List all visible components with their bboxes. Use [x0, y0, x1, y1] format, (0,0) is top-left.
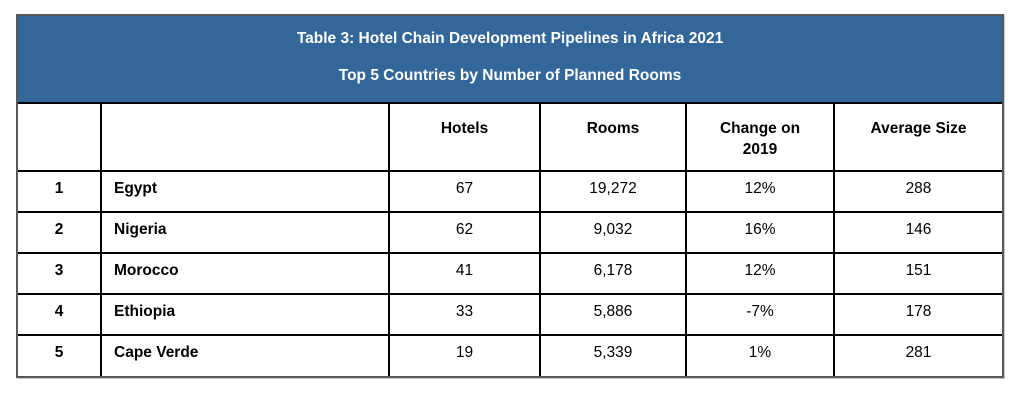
data-table: Hotels Rooms Change on 2019 Average Size… — [18, 104, 1002, 376]
table-title: Table 3: Hotel Chain Development Pipelin… — [296, 30, 724, 47]
header-country — [100, 104, 390, 172]
hotels-cell: 62 — [388, 211, 541, 254]
rank-cell: 4 — [18, 293, 102, 336]
table-frame: Table 3: Hotel Chain Development Pipelin… — [16, 14, 1004, 378]
average-size-cell: 151 — [833, 252, 1002, 295]
average-size-cell: 178 — [833, 293, 1002, 336]
rooms-cell: 19,272 — [539, 170, 687, 213]
rank-cell: 3 — [18, 252, 102, 295]
header-row: Hotels Rooms Change on 2019 Average Size — [18, 104, 1002, 172]
change-cell: 16% — [685, 211, 835, 254]
average-size-cell: 288 — [833, 170, 1002, 213]
average-size-cell: 146 — [833, 211, 1002, 254]
rank-cell: 5 — [18, 334, 102, 376]
table-row-nigeria: 2 Nigeria 62 9,032 16% 146 — [18, 211, 1002, 254]
country-cell: Nigeria — [100, 211, 390, 254]
change-cell: -7% — [685, 293, 835, 336]
average-size-cell: 281 — [833, 334, 1002, 376]
table-row-egypt: 1 Egypt 67 19,272 12% 288 — [18, 170, 1002, 213]
table-row-cape-verde: 5 Cape Verde 19 5,339 1% 281 — [18, 334, 1002, 376]
rooms-cell: 5,339 — [539, 334, 687, 376]
header-average-size: Average Size — [833, 104, 1002, 172]
hotels-cell: 33 — [388, 293, 541, 336]
change-cell: 12% — [685, 252, 835, 295]
rank-cell: 1 — [18, 170, 102, 213]
table-row-ethiopia: 4 Ethiopia 33 5,886 -7% 178 — [18, 293, 1002, 336]
rooms-cell: 5,886 — [539, 293, 687, 336]
country-cell: Cape Verde — [100, 334, 390, 376]
table-title-band: Table 3: Hotel Chain Development Pipelin… — [18, 16, 1002, 104]
table-subtitle: Top 5 Countries by Number of Planned Roo… — [338, 67, 682, 84]
rooms-cell: 6,178 — [539, 252, 687, 295]
header-rooms: Rooms — [539, 104, 687, 172]
header-hotels: Hotels — [388, 104, 541, 172]
country-cell: Egypt — [100, 170, 390, 213]
hotels-cell: 41 — [388, 252, 541, 295]
country-cell: Ethiopia — [100, 293, 390, 336]
change-cell: 1% — [685, 334, 835, 376]
hotels-cell: 19 — [388, 334, 541, 376]
rank-cell: 2 — [18, 211, 102, 254]
header-rank — [18, 104, 102, 172]
change-cell: 12% — [685, 170, 835, 213]
header-change-on-2019-label: Change on 2019 — [719, 120, 801, 158]
header-change-on-2019: Change on 2019 — [685, 104, 835, 172]
rooms-cell: 9,032 — [539, 211, 687, 254]
country-cell: Morocco — [100, 252, 390, 295]
hotels-cell: 67 — [388, 170, 541, 213]
table-row-morocco: 3 Morocco 41 6,178 12% 151 — [18, 252, 1002, 295]
